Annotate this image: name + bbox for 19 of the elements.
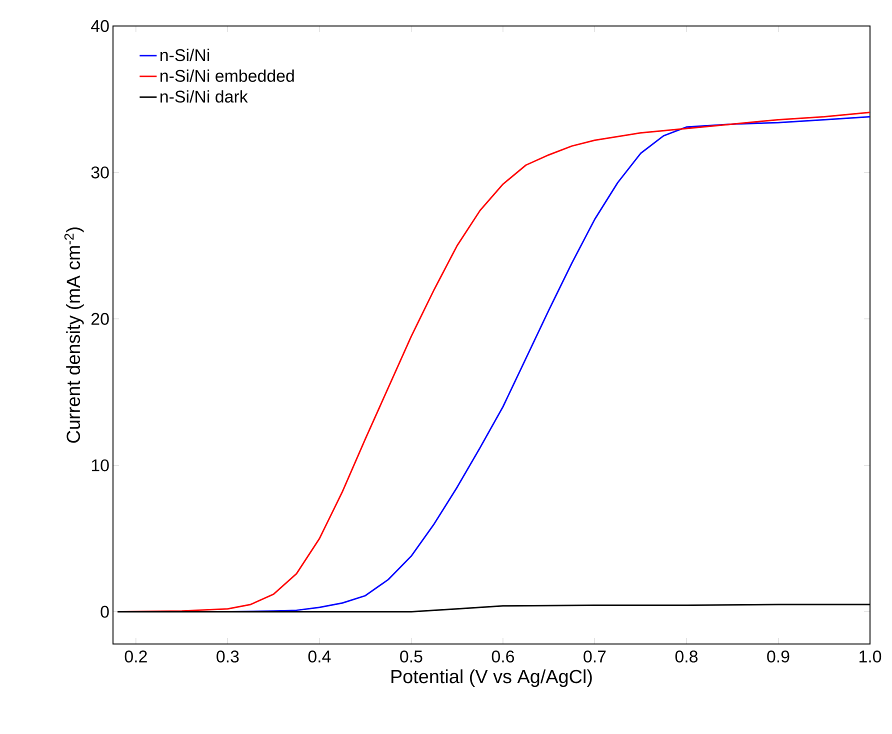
y-tick-label: 30 bbox=[91, 166, 109, 178]
legend-label: n-Si/Ni dark bbox=[160, 90, 248, 103]
legend-label: n-Si/Ni embedded bbox=[160, 69, 294, 82]
y-tick-label: 0 bbox=[100, 606, 109, 618]
x-tick-label: 0.2 bbox=[124, 650, 147, 663]
x-tick-label: 0.6 bbox=[492, 650, 514, 663]
x-tick-label: 0.7 bbox=[584, 650, 606, 663]
legend-label: n-Si/Ni bbox=[160, 48, 210, 62]
x-tick-label: 0.8 bbox=[675, 650, 698, 663]
y-tick-label: 20 bbox=[92, 312, 109, 325]
y-tick-label: 40 bbox=[91, 20, 109, 32]
x-tick-label: 0.4 bbox=[308, 650, 331, 663]
x-tick-label: 0.9 bbox=[767, 650, 790, 663]
y-axis-title: Current density (mA cm$^{-2}$) bbox=[64, 227, 84, 443]
x-tick-label: 0.5 bbox=[400, 650, 422, 663]
y-tick-label: 10 bbox=[92, 459, 109, 472]
x-axis-title: Potential (V vs Ag/AgCl) bbox=[392, 669, 592, 687]
x-tick-label: 0.3 bbox=[216, 650, 239, 663]
x-tick-label: 1.0 bbox=[860, 650, 882, 663]
